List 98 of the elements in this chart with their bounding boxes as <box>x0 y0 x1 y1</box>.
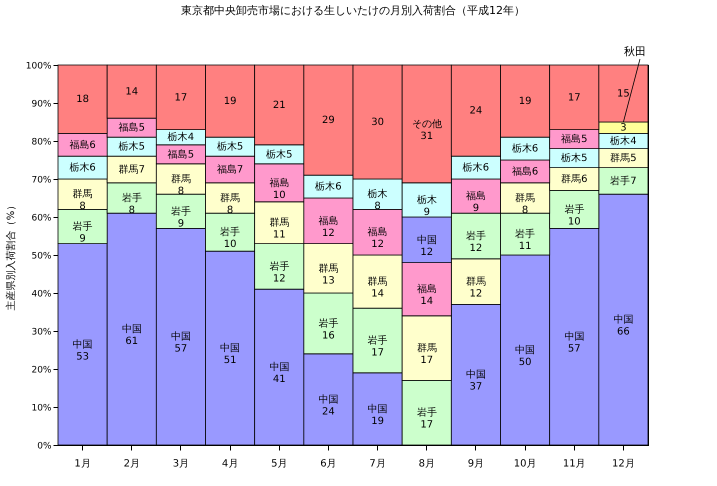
data-label: 中国 61 <box>122 323 142 348</box>
x-tick-label: 5月 <box>271 458 288 470</box>
data-label: 福島 10 <box>269 176 290 201</box>
x-tick-label: 8月 <box>418 458 435 470</box>
data-label: 福島6 <box>512 165 538 178</box>
data-label: 群馬 13 <box>318 262 338 286</box>
data-label: 群馬 12 <box>466 276 486 300</box>
data-label: 14 <box>125 86 138 98</box>
y-tick-label: 70% <box>31 176 52 186</box>
y-axis-title: 主産県別入荷割合（%） <box>4 200 17 310</box>
data-label: 19 <box>224 96 236 108</box>
data-label: 21 <box>272 100 286 111</box>
data-label: 15 <box>617 88 630 100</box>
data-label: 中国 37 <box>466 368 486 393</box>
data-label: 栃木5 <box>216 140 244 153</box>
x-tick-label: 1月 <box>74 458 91 470</box>
chart-title: 東京都中央卸売市場における生しいたけの月別入荷割合（平成12年） <box>181 4 525 17</box>
data-label: 岩手 10 <box>220 226 240 250</box>
data-label: 岩手 17 <box>416 406 437 431</box>
data-label: 岩手 12 <box>466 230 486 254</box>
data-label: 中国 19 <box>368 402 388 427</box>
data-label: 栃木 9 <box>416 194 437 218</box>
data-label: 3 <box>620 122 627 134</box>
data-label: 中国 24 <box>318 393 338 418</box>
data-label: 19 <box>518 96 532 108</box>
x-tick-label: 3月 <box>172 458 190 470</box>
data-label: 17 <box>174 92 188 104</box>
annotation: 秋田 <box>624 45 646 58</box>
data-label: 岩手 9 <box>72 220 93 244</box>
data-label: 福島5 <box>118 122 145 134</box>
data-label: 中国 66 <box>613 314 634 338</box>
data-label: 中国 57 <box>564 330 584 355</box>
data-label: 岩手 9 <box>170 205 191 230</box>
data-label: 中国 53 <box>72 338 93 362</box>
data-label: 30 <box>371 117 384 128</box>
data-label: 岩手7 <box>610 174 637 187</box>
x-tick-label: 4月 <box>222 458 238 470</box>
data-label: 栃木4 <box>610 135 637 147</box>
data-label: 中国 51 <box>220 342 240 366</box>
x-tick-label: 7月 <box>369 458 386 470</box>
data-label: 福島5 <box>561 133 588 146</box>
data-label: 栃木5 <box>118 140 145 153</box>
y-tick-label: 30% <box>31 328 52 338</box>
x-tick-label: 10月 <box>514 458 536 470</box>
data-label: 栃木5 <box>266 148 292 160</box>
y-tick-label: 20% <box>31 366 52 376</box>
data-label: 29 <box>322 115 335 126</box>
y-tick-label: 60% <box>31 214 52 224</box>
data-label: 17 <box>568 92 581 104</box>
y-tick-label: 0% <box>37 442 52 452</box>
data-label: 栃木5 <box>561 152 588 164</box>
data-label: 群馬 14 <box>368 276 388 300</box>
data-label: 群馬6 <box>561 173 588 185</box>
data-label: 栃木6 <box>512 142 538 155</box>
data-label: 岩手 17 <box>368 334 388 358</box>
data-label: 福島 12 <box>368 226 388 250</box>
data-label: 福島 14 <box>416 283 437 308</box>
y-tick-label: 90% <box>31 100 52 110</box>
data-label: 群馬5 <box>610 152 637 164</box>
y-tick-label: 40% <box>31 290 52 300</box>
x-tick-label: 12月 <box>612 458 635 470</box>
data-label: 栃木 8 <box>368 188 388 212</box>
data-label: 福島5 <box>168 148 194 160</box>
data-label: 群馬 8 <box>72 188 93 212</box>
data-label: 岩手 10 <box>564 203 584 228</box>
data-label: 中国 12 <box>416 234 437 258</box>
data-label: 栃木4 <box>168 131 194 144</box>
data-label: 群馬7 <box>118 164 145 176</box>
data-label: 福島7 <box>216 164 244 176</box>
data-label: 群馬 8 <box>170 173 191 197</box>
data-label: 福島 9 <box>466 190 486 214</box>
x-tick-label: 11月 <box>562 458 586 470</box>
data-label: 岩手 12 <box>269 260 290 284</box>
x-tick-label: 6月 <box>320 458 337 470</box>
x-tick-label: 9月 <box>468 458 484 470</box>
data-label: 岩手 16 <box>318 317 338 342</box>
data-label: 栃木6 <box>315 180 342 193</box>
data-label: 中国 50 <box>515 344 536 368</box>
data-label: 群馬 8 <box>220 192 240 216</box>
data-label: 群馬 17 <box>416 342 437 366</box>
data-label: 群馬 8 <box>515 192 536 216</box>
data-label: 24 <box>470 106 482 117</box>
y-tick-label: 10% <box>31 404 52 414</box>
data-label: 福島6 <box>69 138 96 151</box>
x-tick-label: 2月 <box>124 458 140 470</box>
data-label: 18 <box>76 94 89 106</box>
data-label: その他 31 <box>412 118 442 142</box>
y-tick-label: 80% <box>31 138 52 148</box>
y-tick-label: 100% <box>26 62 52 72</box>
y-tick-label: 50% <box>31 252 52 262</box>
data-label: 岩手 8 <box>122 192 142 216</box>
data-label: 群馬 11 <box>269 216 290 241</box>
data-label: 中国 41 <box>269 361 290 386</box>
data-label: 栃木6 <box>462 162 490 174</box>
data-label: 栃木6 <box>69 162 96 174</box>
data-label: 岩手 11 <box>515 228 536 252</box>
data-label: 中国 57 <box>170 330 191 355</box>
data-label: 福島 12 <box>318 214 338 239</box>
